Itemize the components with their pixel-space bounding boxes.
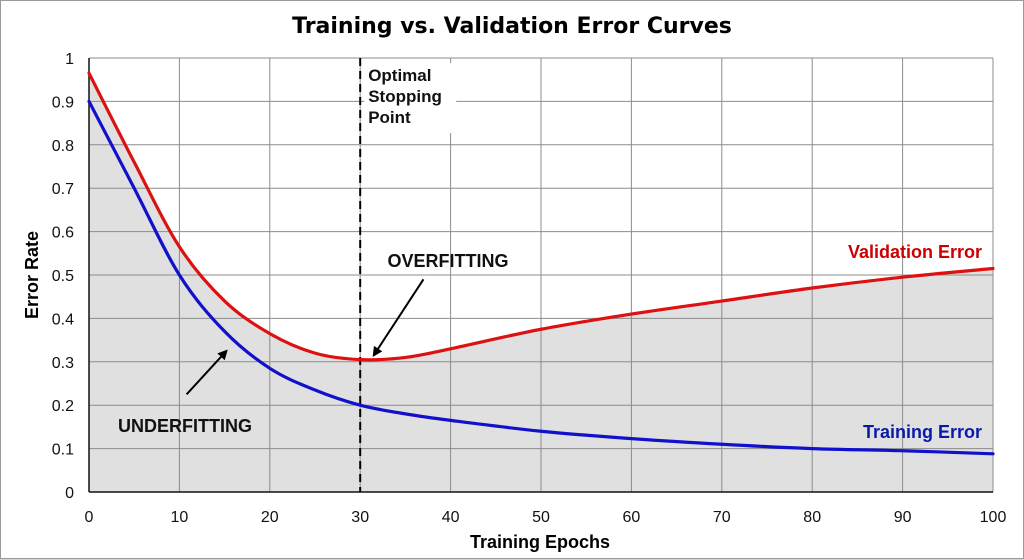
overfitting-arrow xyxy=(372,278,425,357)
optimal-stopping-label: Optimal xyxy=(368,66,431,85)
underfitting-arrow xyxy=(185,349,228,396)
y-tick-label: 1 xyxy=(65,51,74,68)
chart-title: Training vs. Validation Error Curves xyxy=(292,14,732,39)
x-tick-label: 40 xyxy=(442,509,460,526)
y-tick-label: 0.5 xyxy=(52,268,74,285)
y-tick-label: 0.7 xyxy=(52,181,74,198)
y-axis-label: Error Rate xyxy=(22,231,42,319)
x-tick-label: 30 xyxy=(351,509,369,526)
y-tick-label: 0.2 xyxy=(52,398,74,415)
y-tick-label: 0.8 xyxy=(52,138,74,155)
validation-error-label: Validation Error xyxy=(848,242,982,262)
x-axis-label: Training Epochs xyxy=(470,532,610,552)
y-tick-label: 0.3 xyxy=(52,355,74,372)
y-tick-label: 0.9 xyxy=(52,94,74,111)
x-tick-label: 50 xyxy=(532,509,550,526)
validation-error-line xyxy=(87,71,995,362)
x-tick-label: 80 xyxy=(803,509,821,526)
x-tick-label: 70 xyxy=(713,509,731,526)
area-fill-under-validation xyxy=(89,73,993,492)
x-tick-label: 0 xyxy=(85,509,94,526)
training-error-line xyxy=(87,99,995,456)
y-tick-label: 0.4 xyxy=(52,311,74,328)
optimal-stopping-label: Stopping xyxy=(368,87,442,106)
x-tick-label: 90 xyxy=(894,509,912,526)
overfitting-label: OVERFITTING xyxy=(388,251,509,271)
x-tick-label: 60 xyxy=(623,509,641,526)
x-tick-label: 20 xyxy=(261,509,279,526)
optimal-stopping-label-bg xyxy=(364,63,457,133)
x-tick-label: 10 xyxy=(171,509,189,526)
optimal-stopping-label: Point xyxy=(368,108,411,127)
training-error-label: Training Error xyxy=(863,422,982,442)
underfitting-label: UNDERFITTING xyxy=(118,416,252,436)
y-tick-label: 0.6 xyxy=(52,225,74,242)
x-tick-label: 100 xyxy=(980,509,1007,526)
y-tick-label: 0.1 xyxy=(52,442,74,459)
y-tick-label: 0 xyxy=(65,485,74,502)
